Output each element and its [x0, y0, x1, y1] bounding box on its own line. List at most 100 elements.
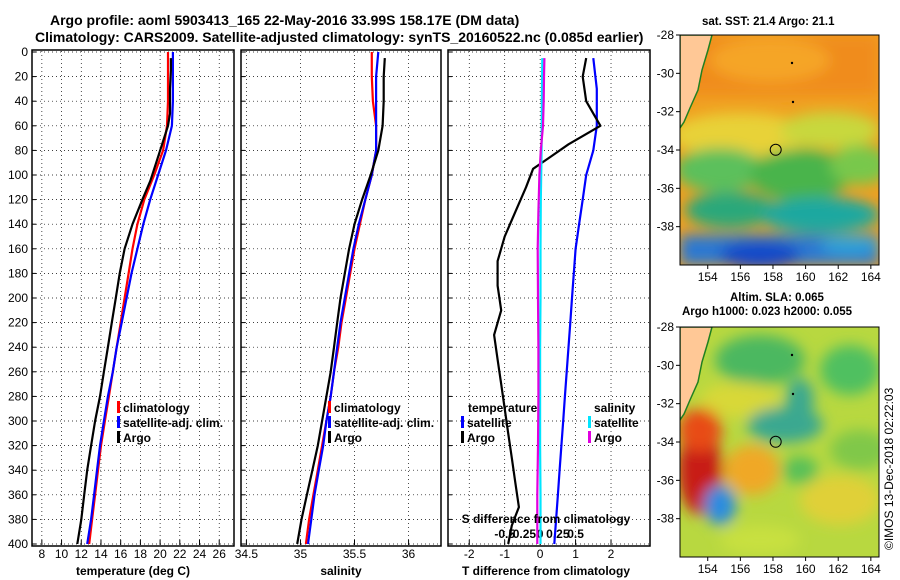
lat-tick-label: -32 — [657, 105, 675, 119]
sla-land — [680, 327, 713, 422]
depth-tick-label: 240 — [8, 340, 28, 354]
legend-swatch-argo — [117, 431, 120, 443]
sst-dot — [790, 61, 794, 65]
depth-tick-label: 140 — [8, 217, 28, 231]
depth-tick-label: 40 — [15, 94, 29, 108]
salinity-difference-tick-label: 0.5 — [567, 527, 584, 541]
lat-tick-label: -36 — [657, 473, 675, 487]
sla-field — [680, 335, 879, 555]
sla-dot — [791, 392, 795, 396]
legend-swatch-argo — [328, 431, 331, 443]
sst-land — [680, 35, 713, 130]
legend-swatch-climatology — [117, 401, 120, 413]
depth-tick-label: 320 — [8, 439, 28, 453]
sst-dot — [791, 100, 795, 104]
series-line-temperature-satellite — [553, 57, 598, 545]
depth-tick-label: 20 — [15, 70, 29, 84]
depth-tick-label: 180 — [8, 266, 28, 280]
lon-tick-label: 156 — [730, 270, 750, 284]
salinity-axis-label: salinity — [320, 564, 362, 578]
depth-tick-label: 220 — [8, 316, 28, 330]
salinity-difference-axis-label: S difference from climatology — [462, 512, 631, 526]
depth-tick-label: 400 — [8, 537, 28, 551]
sst-argo-marker — [769, 143, 782, 156]
depth-tick-label: 340 — [8, 463, 28, 477]
legend-label-temperature-argo: Argo — [467, 431, 495, 445]
x-tick-label: 22 — [173, 547, 187, 561]
x-tick-label: 10 — [55, 547, 69, 561]
depth-tick-label: 160 — [8, 242, 28, 256]
difference-profiles — [493, 57, 602, 545]
x-tick-label: 20 — [153, 547, 167, 561]
temperature-tick-labels: 8 10 12 14 16 18 20 22 24 26 — [39, 547, 227, 561]
x-tick-label: 35 — [294, 547, 308, 561]
lon-tick-label: 154 — [698, 562, 718, 576]
lat-tick-label: -38 — [657, 220, 675, 234]
depth-tick-label: 100 — [8, 168, 28, 182]
temperature-axis-label: temperature (deg C) — [76, 564, 190, 578]
imos-watermark: ©IMOS 13-Dec-2018 02:22:03 — [882, 387, 896, 550]
legend-label-temperature-satellite: satellite — [467, 416, 512, 430]
sla-map-ticks: -28 -30 -32 -34 -36 -38 154 156 158 160 162 164 — [657, 320, 882, 576]
sla-dot — [790, 353, 794, 357]
x-tick-label: 35.5 — [343, 547, 367, 561]
sst-map: sat. SST: 21.4 Argo: 21.1 — [657, 16, 882, 284]
salinity-profiles — [296, 51, 386, 545]
x-tick-label: 34.5 — [235, 547, 259, 561]
lon-tick-label: 160 — [796, 270, 816, 284]
depth-tick-label: 0 — [21, 45, 28, 59]
x-tick-label: 14 — [94, 547, 108, 561]
lon-tick-label: 162 — [828, 562, 848, 576]
x-tick-label: -1 — [499, 547, 510, 561]
difference-grid — [448, 51, 650, 545]
x-tick-label: 1 — [572, 547, 579, 561]
legend-label-argo: Argo — [123, 431, 151, 445]
series-line-temperature-argo — [493, 57, 602, 545]
legend-swatch-temperature-argo — [461, 431, 464, 443]
legend-swatch-salinity-argo — [588, 431, 591, 443]
lon-tick-label: 162 — [828, 270, 848, 284]
lon-tick-label: 156 — [730, 562, 750, 576]
lon-tick-label: 158 — [763, 270, 783, 284]
x-tick-label: -2 — [464, 547, 475, 561]
x-tick-label: 18 — [134, 547, 148, 561]
x-tick-label: 2 — [608, 547, 615, 561]
lat-tick-label: -34 — [657, 435, 675, 449]
lon-tick-label: 160 — [796, 562, 816, 576]
sla-map: Altim. SLA: 0.065 Argo h1000: 0.023 h200… — [657, 292, 882, 576]
lat-tick-label: -30 — [657, 66, 675, 80]
series-line-satellite-adj-clim- — [86, 52, 174, 545]
sla-map-title: Altim. SLA: 0.065 — [730, 292, 825, 304]
depth-tick-label: 200 — [8, 291, 28, 305]
lat-tick-label: -28 — [657, 320, 675, 334]
series-line-salinity-argo — [536, 58, 546, 544]
series-line-satellite-adj-clim- — [306, 51, 380, 545]
series-line-argo — [76, 58, 172, 545]
legend-label-climatology: climatology — [334, 401, 401, 415]
depth-tick-label: 280 — [8, 389, 28, 403]
figure-title-line1: Argo profile: aoml 5903413_165 22-May-20… — [50, 12, 519, 28]
sst-map-ticks: -28 -30 -32 -34 -36 -38 154 156 158 160 162 164 — [657, 28, 882, 284]
depth-tick-label: 80 — [15, 143, 29, 157]
depth-tick-label: 120 — [8, 193, 28, 207]
x-tick-label: 36 — [402, 547, 416, 561]
legend-swatch-climatology — [328, 401, 331, 413]
salinity-difference-tick-labels: -0.5-0.25 0 0.250.5 — [494, 527, 584, 541]
temperature-difference-tick-labels: -2 -1 0 1 2 — [464, 547, 615, 561]
temperature-profiles — [76, 52, 174, 545]
legend-label-salinity-argo: Argo — [594, 431, 622, 445]
difference-panel: -2 -1 0 1 2 -0.5-0.25 0 0.250.5 S difference f… — [447, 49, 651, 578]
salinity-grid — [241, 51, 441, 545]
legend-label-satellite: satellite-adj. clim. — [334, 416, 434, 430]
sla-argo-marker — [769, 435, 782, 448]
legend-label-salinity-satellite: satellite — [594, 416, 639, 430]
figure-title-line2: Climatology: CARS2009. Satellite-adjuste… — [35, 29, 643, 45]
sst-field — [680, 35, 879, 265]
legend-swatch-temperature-satellite — [461, 416, 464, 428]
legend-swatch-satellite — [117, 416, 120, 428]
salinity-difference-tick-label: -0.25 — [509, 527, 537, 541]
lat-tick-label: -34 — [657, 143, 675, 157]
x-tick-label: 12 — [75, 547, 89, 561]
lon-tick-label: 158 — [763, 562, 783, 576]
lon-tick-label: 164 — [861, 270, 881, 284]
